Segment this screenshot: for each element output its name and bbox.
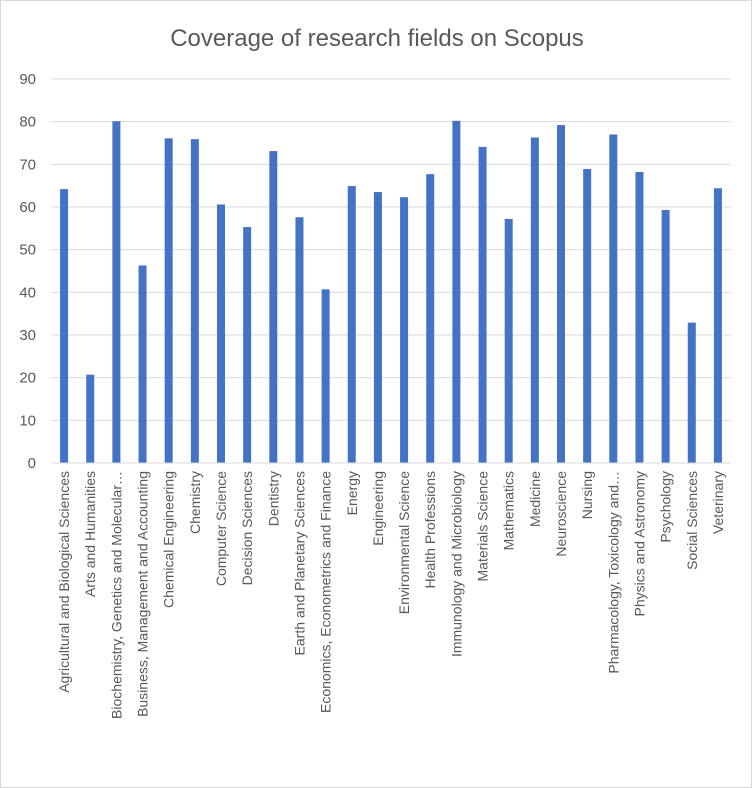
y-axis-ticks: 0 10 20 30 40 50 60 70 80 90: [19, 71, 36, 472]
x-tick-label: Earth and Planetary Sciences: [291, 471, 307, 655]
bar: [138, 265, 147, 463]
bar: [530, 137, 539, 463]
x-tick-label: Environmental Science: [396, 471, 412, 614]
x-axis-labels: Agricultural and Biological Sciences Arts…: [56, 471, 726, 719]
x-tick-label: Mathematics: [501, 471, 517, 550]
x-tick-label: Biochemistry, Genetics and Molecular…: [108, 471, 124, 719]
bar: [504, 218, 513, 463]
chart-title: Coverage of research fields on Scopus: [170, 25, 584, 52]
bar: [661, 209, 670, 463]
y-tick-label: 60: [19, 199, 36, 216]
bar: [243, 227, 252, 463]
bar: [164, 138, 173, 463]
bar: [635, 172, 644, 463]
bar: [609, 134, 618, 463]
bar: [347, 186, 356, 464]
x-tick-label: Social Sciences: [684, 471, 700, 570]
gridlines: [51, 78, 731, 421]
x-tick-label: Pharmacology, Toxicology and…: [605, 471, 621, 674]
bar: [583, 169, 592, 463]
x-tick-label: Physics and Astronomy: [631, 471, 647, 617]
bar: [217, 204, 225, 463]
y-tick-label: 80: [19, 114, 36, 131]
bar: [713, 188, 722, 463]
bar: [86, 374, 95, 463]
bar: [557, 125, 565, 463]
x-tick-label: Business, Management and Accounting: [135, 471, 151, 717]
x-tick-label: Veterinary: [710, 471, 726, 534]
y-tick-label: 10: [19, 412, 36, 429]
y-tick-label: 90: [19, 71, 36, 88]
y-tick-label: 20: [19, 370, 36, 387]
y-tick-label: 30: [19, 327, 36, 344]
x-tick-label: Chemical Engineering: [161, 471, 177, 608]
x-tick-label: Health Professions: [422, 471, 438, 589]
bars: [60, 120, 722, 464]
x-tick-label: Psychology: [658, 471, 674, 543]
bar: [190, 139, 199, 463]
bar: [295, 217, 304, 463]
y-tick-label: 70: [19, 156, 36, 173]
x-tick-label: Decision Sciences: [239, 471, 255, 585]
bar: [426, 174, 435, 463]
bar: [269, 151, 278, 463]
bar: [478, 146, 487, 463]
bar: [60, 189, 69, 463]
x-tick-label: Energy: [344, 471, 360, 515]
y-tick-label: 0: [28, 455, 36, 472]
x-tick-label: Neuroscience: [553, 471, 569, 557]
bar: [452, 120, 461, 464]
x-tick-label: Arts and Humanities: [82, 471, 98, 597]
bar: [687, 322, 696, 463]
bar: [112, 121, 121, 464]
x-tick-label: Nursing: [579, 471, 595, 519]
x-tick-label: Economics, Econometrics and Finance: [318, 471, 334, 713]
x-tick-label: Computer Science: [213, 471, 229, 586]
bar: [321, 289, 330, 463]
x-tick-label: Engineering: [370, 471, 386, 546]
x-tick-label: Dentistry: [265, 471, 281, 526]
x-tick-label: Materials Science: [475, 471, 491, 582]
x-tick-label: Agricultural and Biological Sciences: [56, 471, 72, 693]
y-tick-label: 50: [19, 242, 36, 259]
bar: [373, 192, 382, 464]
x-tick-label: Immunology and Microbiology: [448, 471, 464, 657]
bar: [400, 197, 409, 464]
x-tick-label: Medicine: [527, 471, 543, 527]
x-tick-label: Chemistry: [187, 471, 203, 534]
y-tick-label: 40: [19, 284, 36, 301]
